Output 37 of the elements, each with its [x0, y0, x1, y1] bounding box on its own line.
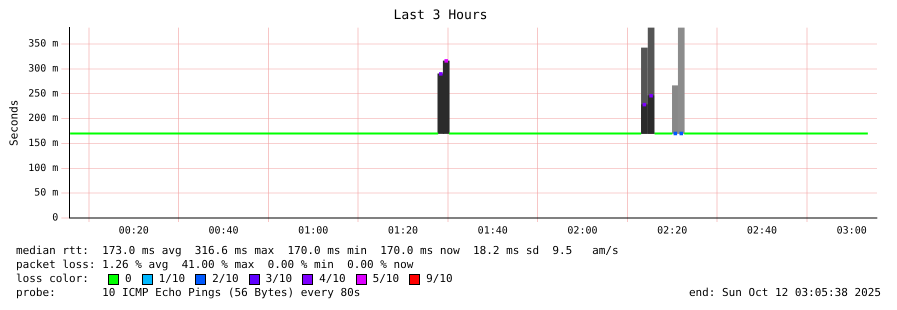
legend-title: loss color: [16, 272, 90, 286]
text: end: Sun Oct 12 03:05:38 2025 [688, 286, 881, 300]
x-tick-label: 00:20 [118, 226, 149, 237]
chart-title: Last 3 Hours [394, 8, 488, 24]
text: packet loss: 1.26 % avg 41.00 % max 0.00 % min 0.00 % now [16, 258, 414, 272]
point [649, 94, 653, 98]
x-tick-label: 02:20 [657, 226, 688, 237]
legend-label: 0 [125, 272, 132, 286]
legend-label: 9/10 [426, 272, 453, 286]
legend-label: 2/10 [212, 272, 239, 286]
x-tick-label: 01:20 [388, 226, 418, 237]
y-tick-label: 0 [52, 212, 58, 224]
point [439, 72, 443, 76]
point [680, 132, 684, 136]
point [674, 132, 678, 136]
legend-label: 5/10 [372, 272, 400, 286]
x-tick-label: 00:40 [208, 226, 239, 237]
point [444, 59, 448, 63]
y-tick-label: 100 m [28, 162, 58, 174]
x-tick-label: 03:00 [836, 226, 867, 237]
y-tick-label: 250 m [28, 88, 58, 100]
x-tick-label: 02:00 [567, 226, 598, 237]
x-tick-label: 02:40 [746, 226, 778, 237]
point [642, 102, 646, 106]
legend-label: 3/10 [266, 272, 292, 286]
y-tick-label: 150 m [28, 138, 58, 150]
x-tick-label: 01:40 [478, 226, 508, 237]
legend-label: 1/10 [158, 272, 186, 286]
y-axis-title: Seconds [7, 100, 20, 146]
y-tick-label: 200 m [28, 113, 58, 124]
y-tick-label: 300 m [28, 63, 58, 74]
y-tick-label: 350 m [28, 38, 58, 50]
y-tick-label: 50 m [34, 188, 58, 199]
text: median rtt: 173.0 ms avg 316.6 ms max 170.0 ms min 170.0 ms now 18.2 ms sd 9.5 am/s [16, 244, 620, 258]
legend-label: 4/10 [319, 272, 346, 286]
text: probe: 10 ICMP Echo Pings (56 Bytes) every 80s [16, 286, 360, 300]
x-tick-label: 01:00 [298, 226, 328, 237]
